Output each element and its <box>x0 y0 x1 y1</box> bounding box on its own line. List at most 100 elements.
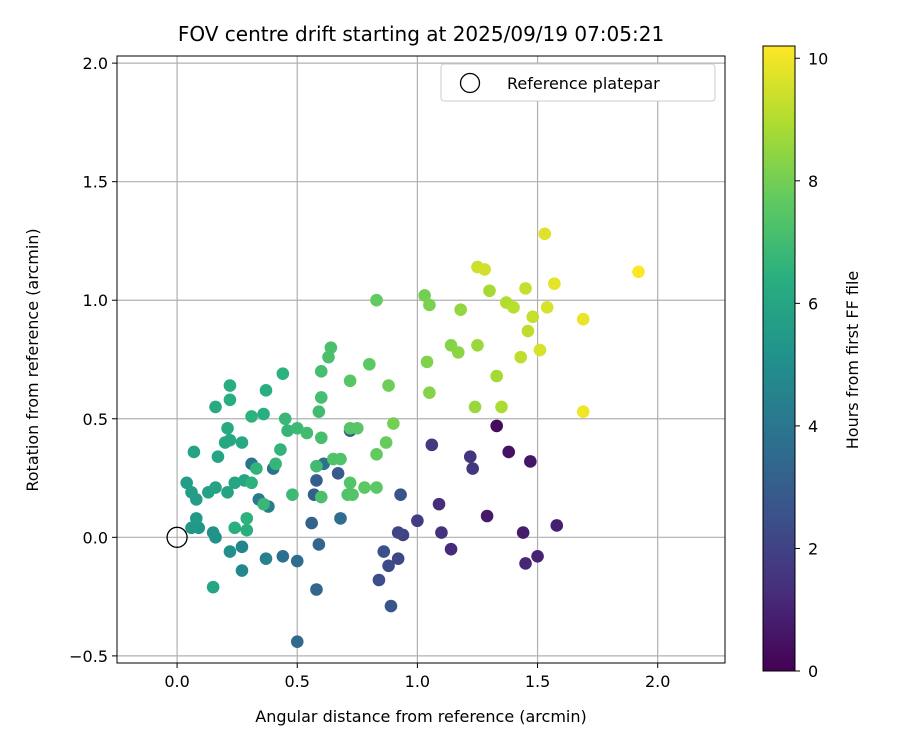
y-tick-label: 1.0 <box>83 291 108 310</box>
reference-platepar-marker <box>166 526 188 548</box>
colorbar-tick-label: 2 <box>808 539 818 558</box>
data-point <box>314 490 328 504</box>
data-point <box>276 550 290 563</box>
data-point <box>343 476 357 490</box>
data-point <box>221 421 234 435</box>
data-point <box>382 559 395 573</box>
data-point <box>483 284 496 298</box>
data-point <box>250 462 263 475</box>
data-point <box>471 338 484 352</box>
data-points <box>180 227 645 648</box>
y-axis-ticks: −0.5 0.0 0.5 1.0 1.5 2.0 <box>69 54 117 666</box>
data-point <box>331 467 345 480</box>
legend: Reference platepar <box>440 63 716 102</box>
colorbar-label: Hours from first FF file <box>843 271 862 450</box>
data-point <box>245 476 258 490</box>
data-point <box>463 450 477 464</box>
data-point <box>632 265 645 279</box>
data-point <box>235 564 249 577</box>
x-tick-label: 0.5 <box>285 672 310 691</box>
data-point <box>490 419 503 433</box>
colorbar-tick-label: 10 <box>808 49 828 68</box>
data-point <box>391 526 405 539</box>
y-tick-label: 2.0 <box>83 54 108 73</box>
data-point <box>245 410 258 423</box>
data-point <box>533 343 547 357</box>
data-point <box>324 341 338 354</box>
data-point <box>343 374 357 388</box>
data-point <box>538 227 552 241</box>
data-point <box>312 538 326 551</box>
data-point <box>451 346 465 359</box>
colorbar-tick-label: 6 <box>808 294 818 313</box>
legend-box <box>440 63 716 102</box>
data-point <box>480 509 494 523</box>
data-point <box>526 310 540 324</box>
data-point <box>519 557 532 570</box>
data-point <box>334 512 347 525</box>
data-point <box>351 421 364 435</box>
data-point <box>240 523 254 537</box>
data-point <box>305 516 318 530</box>
data-point <box>358 481 371 494</box>
data-point <box>576 312 590 326</box>
data-point <box>423 386 436 399</box>
data-point <box>418 289 431 302</box>
data-point <box>190 512 203 525</box>
data-point <box>223 393 237 407</box>
data-point <box>187 445 201 459</box>
data-point <box>370 481 383 494</box>
data-point <box>259 384 273 397</box>
data-point <box>235 540 249 554</box>
x-tick-label: 1.0 <box>405 672 430 691</box>
data-point <box>524 455 537 468</box>
data-point <box>314 431 328 445</box>
data-point <box>223 379 237 392</box>
x-axis-ticks: 0.0 0.5 1.0 1.5 2.0 <box>164 663 670 691</box>
data-point <box>444 542 458 556</box>
data-point <box>257 497 270 511</box>
data-point <box>490 369 503 383</box>
data-point <box>209 400 222 414</box>
data-point <box>276 367 290 381</box>
legend-marker-reference <box>459 72 481 94</box>
data-point <box>259 552 273 565</box>
data-point <box>274 443 287 456</box>
data-point <box>314 391 328 404</box>
data-point <box>278 412 292 426</box>
data-point <box>221 485 234 499</box>
data-point <box>382 379 395 392</box>
data-point <box>548 277 561 290</box>
data-point <box>211 450 225 464</box>
data-point <box>379 436 393 449</box>
data-point <box>384 599 398 613</box>
y-tick-label: 1.5 <box>83 173 108 192</box>
plot-frame <box>116 55 726 664</box>
data-point <box>322 350 335 364</box>
y-tick-label: −0.5 <box>69 647 108 666</box>
plot-background <box>117 56 725 663</box>
data-point <box>478 263 491 276</box>
colorbar-gradient <box>762 45 796 672</box>
data-point <box>576 405 590 418</box>
colorbar-ticks: 0 2 4 6 8 10 <box>795 49 828 681</box>
data-point <box>435 526 448 539</box>
data-point <box>425 438 439 452</box>
data-point <box>223 545 237 558</box>
data-point <box>300 426 314 440</box>
data-point <box>454 303 467 317</box>
data-point <box>432 497 446 511</box>
data-point <box>521 324 535 338</box>
data-point <box>228 521 242 535</box>
data-point <box>290 554 304 568</box>
data-point <box>507 301 520 314</box>
chart-title: FOV centre drift starting at 2025/09/19 … <box>178 22 664 46</box>
colorbar-tick-label: 0 <box>808 662 818 681</box>
data-point <box>206 580 220 594</box>
colorbar: 0 2 4 6 8 10 Hours from first FF file <box>762 45 862 681</box>
data-point <box>372 573 386 587</box>
data-point <box>281 424 294 437</box>
data-point <box>310 474 323 487</box>
legend-label-reference: Reference platepar <box>507 74 660 93</box>
